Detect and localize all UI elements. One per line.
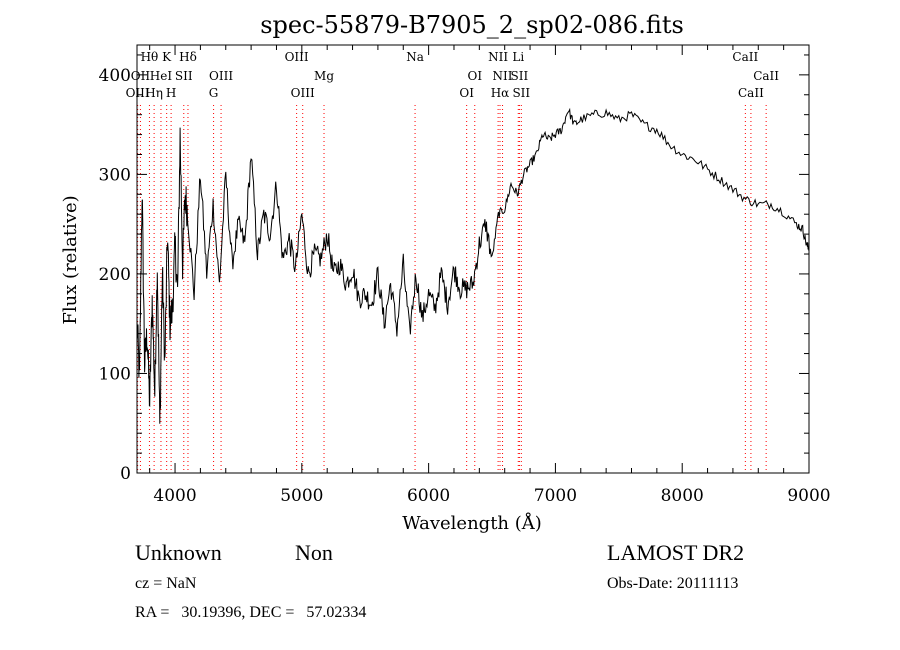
spectral-line-label: CaII <box>732 50 758 64</box>
y-tick-label: 0 <box>120 464 131 484</box>
y-axis-ticks: 0 100 200 300 400 <box>99 54 809 484</box>
x-axis-label: Wavelength (Å) <box>402 512 542 534</box>
spectral-line-label: OII <box>131 69 151 83</box>
spectral-line-label: NII <box>488 50 508 64</box>
spectral-line-label: Li <box>512 50 524 64</box>
spectral-line-label: NII <box>493 69 513 83</box>
x-tick-label: 9000 <box>787 486 830 506</box>
spectral-line-label: Hη <box>145 86 163 100</box>
y-tick-label: 400 <box>99 66 131 86</box>
spectral-line-label: SII <box>511 69 529 83</box>
spectral-line-label: Hθ <box>141 50 159 64</box>
y-tick-label: 200 <box>99 265 131 285</box>
x-tick-label: 4000 <box>153 486 196 506</box>
spectral-line-label: OIII <box>209 69 233 83</box>
spectrum-subclass: Non <box>295 540 333 565</box>
spectral-line-label: SII <box>175 69 193 83</box>
spectral-line-label: OIII <box>291 86 315 100</box>
spectral-line-label: K <box>162 50 172 64</box>
spectrum-class: Unknown <box>135 540 222 565</box>
x-tick-label: 8000 <box>661 486 704 506</box>
spectral-line-label: H <box>166 86 176 100</box>
plot-frame <box>136 44 810 474</box>
spectral-line-label: OI <box>467 69 482 83</box>
sky-coordinates: RA = 30.19396, DEC = 57.02334 <box>135 604 367 621</box>
spectral-line-label: Hα <box>491 86 510 100</box>
spectral-line-label: Na <box>406 50 424 64</box>
spectral-line-label: Hδ <box>179 50 197 64</box>
spectral-line-label: CaII <box>753 69 779 83</box>
spectral-line-label: CaII <box>738 86 764 100</box>
y-tick-label: 300 <box>99 165 131 185</box>
x-tick-label: 7000 <box>534 486 577 506</box>
x-axis-ticks: 4000 5000 6000 7000 8000 9000 <box>149 45 831 506</box>
spectral-line-label: OIII <box>126 86 150 100</box>
observation-date: Obs-Date: 20111113 <box>607 575 739 592</box>
survey-name: LAMOST DR2 <box>607 540 745 565</box>
spectral-line-label: SII <box>512 86 530 100</box>
x-tick-label: 6000 <box>407 486 450 506</box>
spectral-line-label: OI <box>459 86 474 100</box>
chart-title: spec-55879-B7905_2_sp02-086.fits <box>260 11 684 39</box>
y-tick-label: 100 <box>99 364 131 384</box>
spectral-line-label: HeI <box>150 69 173 83</box>
x-tick-label: 5000 <box>280 486 323 506</box>
spectral-line-label: G <box>209 86 219 100</box>
spectral-line-labels: OIII OII Hθ Hη HeI K H SII Hδ G OIII OIII OIII Mg Na OI… <box>126 50 780 100</box>
spectrum-series-line <box>136 107 810 424</box>
redshift-cz: cz = NaN <box>135 575 197 592</box>
spectral-line-label: Mg <box>314 69 334 83</box>
spectral-line-markers <box>137 105 767 473</box>
y-axis-label: Flux (relative) <box>60 195 81 324</box>
spectral-line-label: OIII <box>285 50 309 64</box>
